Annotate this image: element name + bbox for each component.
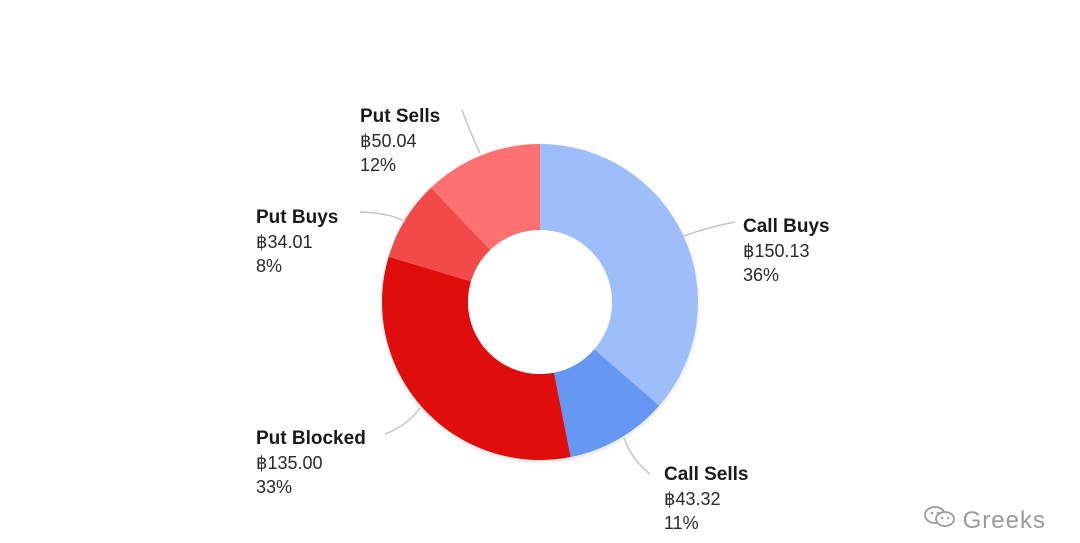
label-percent-put-blocked: 33%	[256, 477, 292, 497]
slice-put-buys	[388, 187, 491, 282]
connector-call-sells	[623, 437, 651, 475]
label-name-put-sells: Put Sells	[360, 106, 440, 127]
wechat-icon	[923, 504, 957, 537]
connector-put-sells	[461, 109, 481, 154]
watermark: Greeks	[923, 504, 1046, 537]
slice-put-blocked	[381, 256, 571, 460]
connector-call-buys	[683, 221, 736, 237]
connector-put-buys	[359, 211, 406, 223]
label-name-put-buys: Put Buys	[256, 207, 338, 228]
donut-slices	[381, 144, 698, 460]
connector-put-blocked	[384, 407, 421, 435]
slice-call-buys	[540, 144, 698, 406]
label-name-put-blocked: Put Blocked	[256, 428, 366, 449]
label-value-call-sells: ฿43.32	[664, 489, 721, 509]
label-value-put-blocked: ฿135.00	[256, 453, 323, 473]
slice-labels: Call Buys ฿150.13 36% Call Sells ฿43.32 11% Pu…	[256, 106, 830, 533]
label-value-put-buys: ฿34.01	[256, 232, 313, 252]
label-percent-call-buys: 36%	[743, 265, 779, 285]
label-name-call-sells: Call Sells	[664, 464, 749, 485]
donut-hole	[468, 230, 612, 374]
slice-call-sells	[553, 349, 660, 458]
watermark-text: Greeks	[962, 506, 1046, 534]
label-percent-call-sells: 11%	[664, 513, 699, 533]
label-connectors	[359, 109, 736, 475]
slice-put-sells	[430, 144, 540, 250]
label-value-call-buys: ฿150.13	[743, 241, 810, 261]
label-percent-put-buys: 8%	[256, 256, 282, 276]
label-percent-put-sells: 12%	[360, 155, 396, 175]
label-value-put-sells: ฿50.04	[360, 131, 417, 151]
label-name-call-buys: Call Buys	[743, 216, 830, 237]
